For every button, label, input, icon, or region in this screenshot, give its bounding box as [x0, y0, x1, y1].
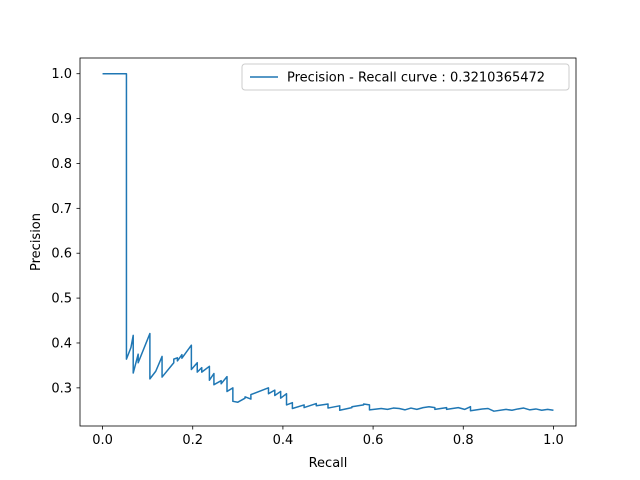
x-tick-label: 0.2 [182, 433, 203, 448]
legend: Precision - Recall curve : 0.3210365472 [241, 63, 570, 91]
x-tick-label: 0.6 [363, 433, 384, 448]
y-tick-label: 0.6 [51, 247, 72, 262]
x-axis-label: Recall [309, 456, 348, 471]
axes-layer: 0.0 0.2 0.4 0.6 0.8 1.0 0.3 0.4 0.5 0.6 0.7 0.8 0.9 1… [29, 57, 577, 471]
x-tick-label: 1.0 [543, 433, 564, 448]
legend-box [241, 63, 570, 91]
y-tick-label: 0.4 [51, 336, 72, 351]
y-tick-label: 0.3 [51, 381, 72, 396]
x-tick-label: 0.0 [92, 433, 113, 448]
y-tick-label: 0.5 [51, 292, 72, 307]
y-axis-label: Precision [29, 213, 44, 271]
series-line [102, 72, 554, 412]
legend-label: Precision - Recall curve : 0.3210365472 [287, 71, 545, 86]
x-tick-label: 0.8 [453, 433, 474, 448]
axes-frame [79, 57, 577, 427]
y-tick-label: 1.0 [51, 67, 72, 82]
y-tick-label: 0.9 [51, 112, 72, 127]
plot-layer [102, 72, 554, 412]
x-tick-label: 0.4 [273, 433, 294, 448]
y-tick-label: 0.8 [51, 157, 72, 172]
y-tick-label: 0.7 [51, 202, 72, 217]
